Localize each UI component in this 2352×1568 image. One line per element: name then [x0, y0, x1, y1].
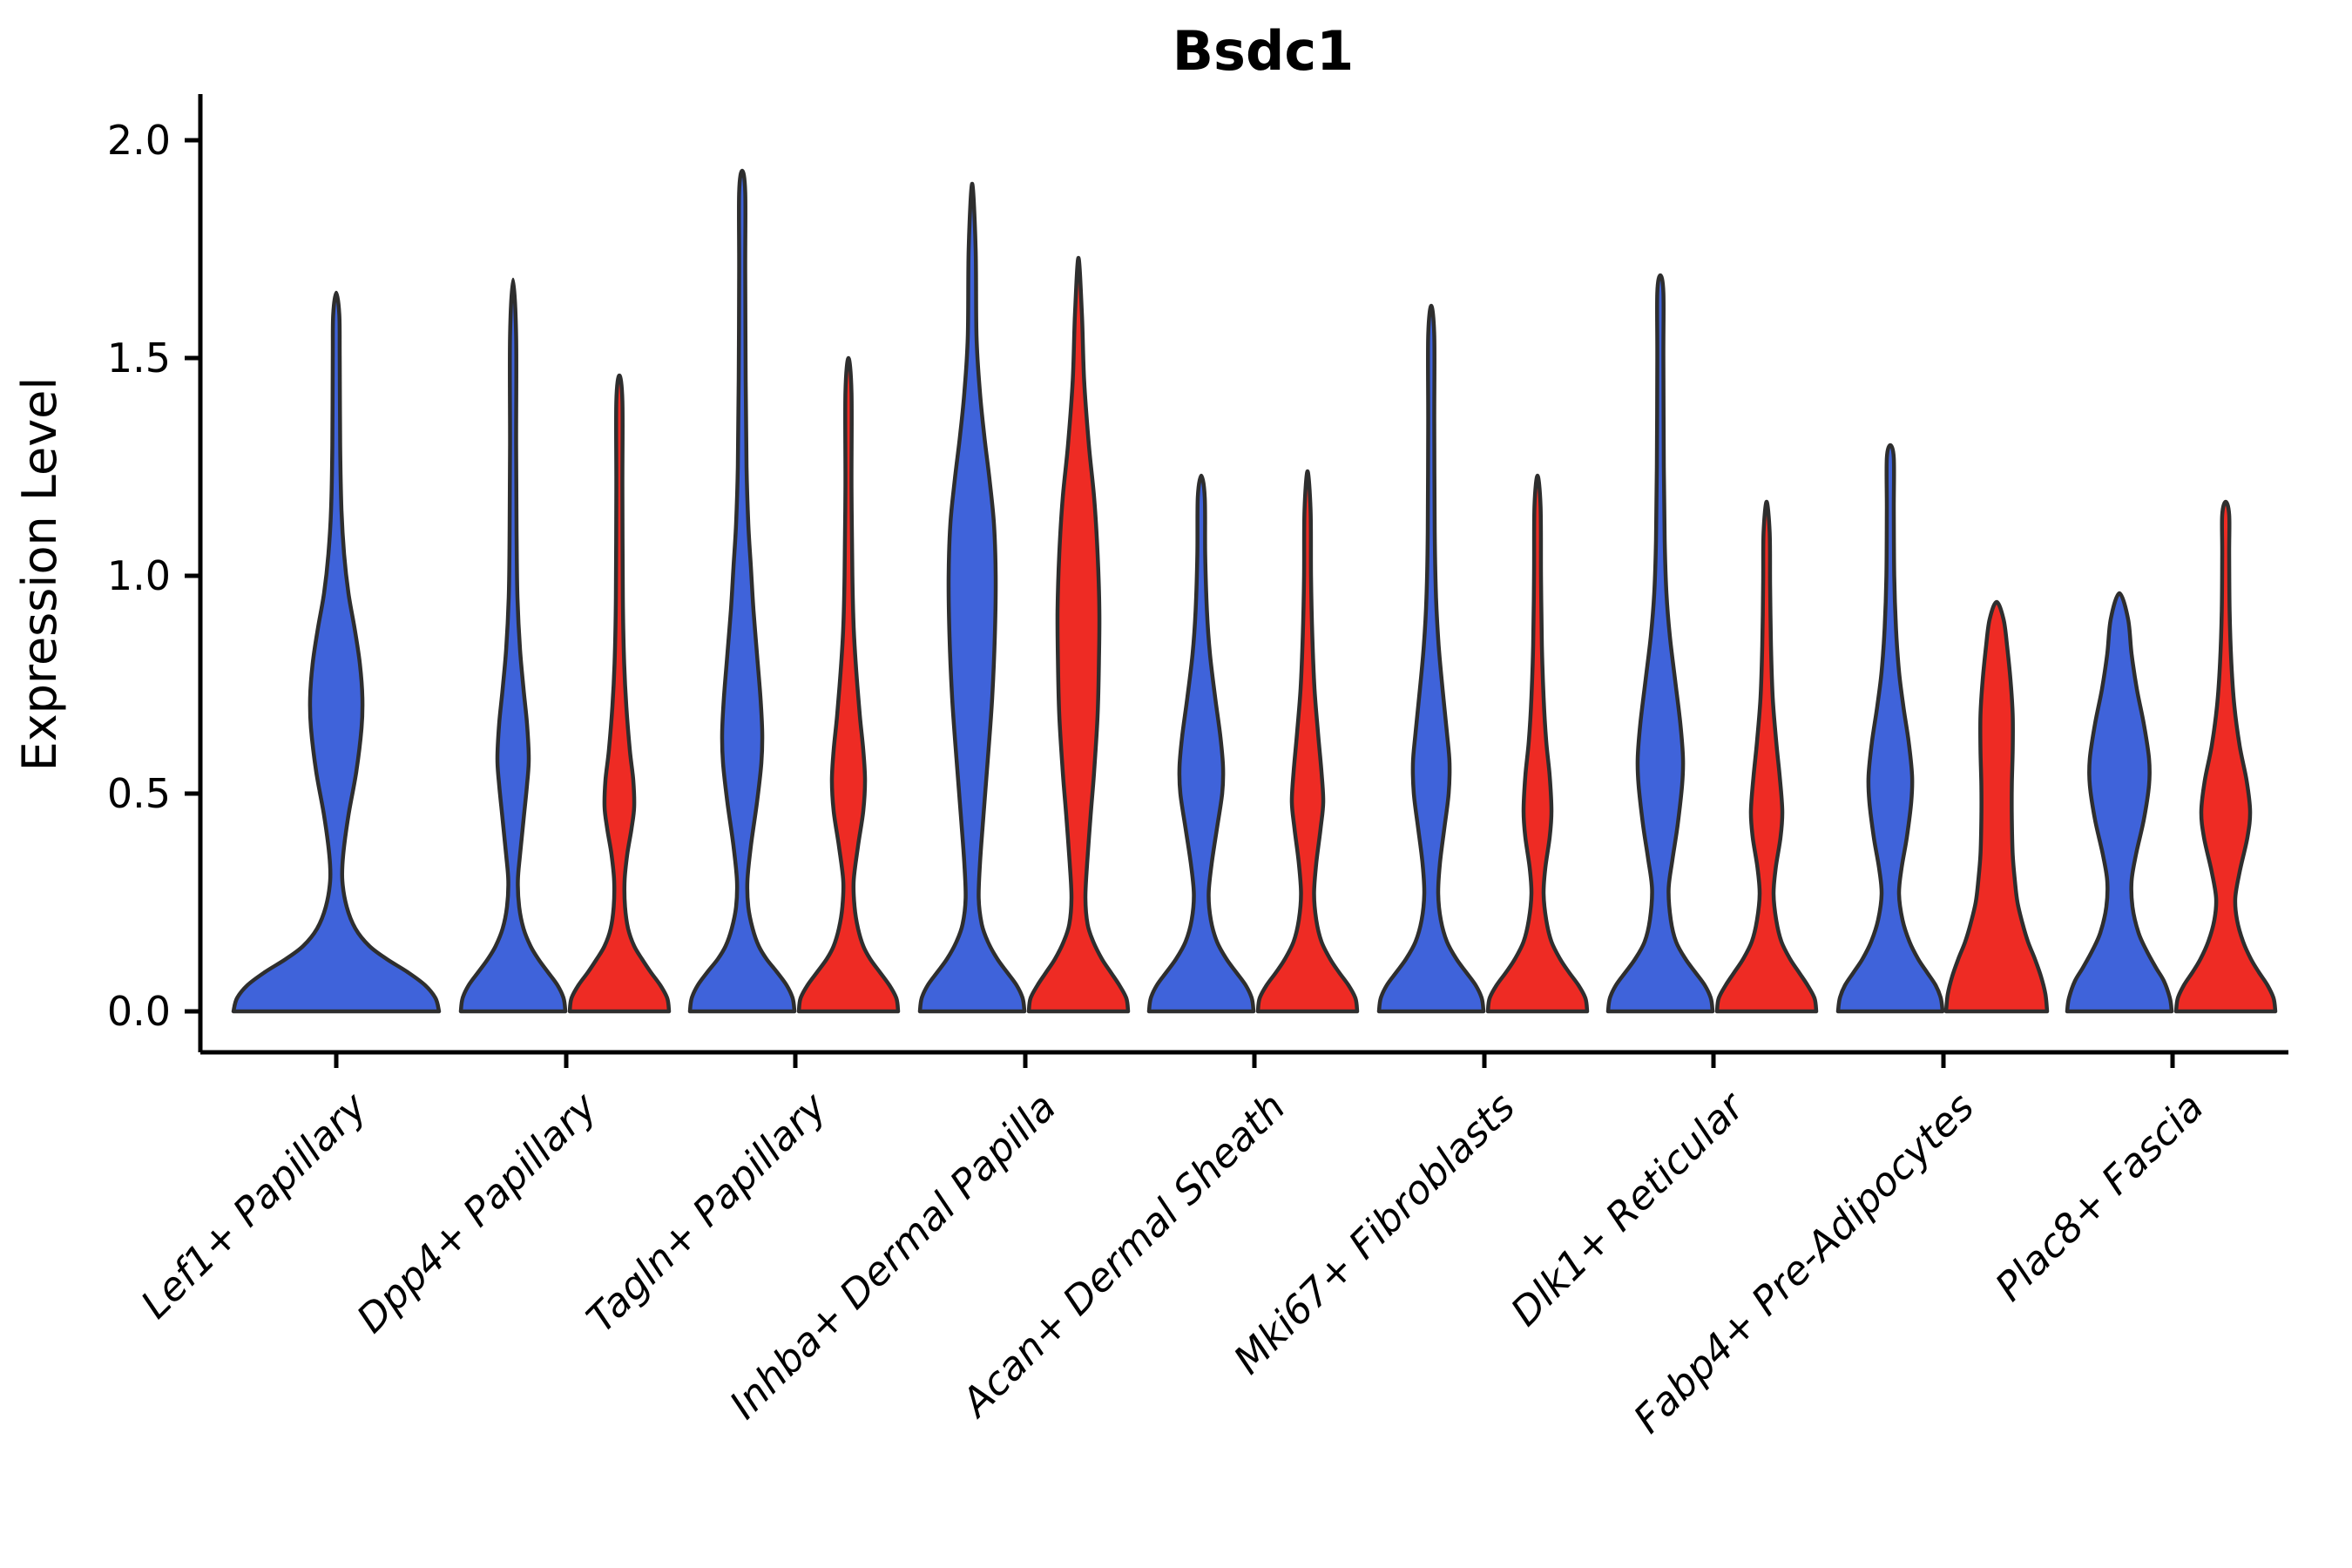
y-tick-label: 0.0 — [106, 988, 171, 1035]
violin-dlk1-reticular-red — [1714, 499, 1819, 1014]
violin-fabp4-pre-adipocytes-blue — [1835, 443, 1945, 1014]
y-tick-label: 2.0 — [106, 117, 171, 164]
violin-dpp4-papillary-red — [567, 373, 672, 1014]
violin-plac8-fascia-red — [2173, 499, 2278, 1014]
violin-acan-dermal-sheath-red — [1255, 469, 1360, 1014]
violin-tagln-papillary-red — [796, 355, 901, 1014]
violin-fabp4-pre-adipocytes-red — [1943, 599, 2050, 1014]
violin-tagln-papillary-blue — [687, 168, 797, 1014]
violin-inhba-dermal-papilla-red — [1026, 255, 1131, 1014]
violin-mki67-fibroblasts-blue — [1376, 303, 1486, 1014]
violin-acan-dermal-sheath-blue — [1146, 473, 1256, 1014]
plot-title: Bsdc1 — [1172, 19, 1355, 83]
violin-dpp4-papillary-blue — [458, 277, 568, 1014]
y-tick-label: 1.5 — [106, 335, 171, 382]
y-tick-label: 1.0 — [106, 552, 171, 599]
violin-plac8-fascia-blue — [2065, 591, 2174, 1014]
y-tick-label: 0.5 — [106, 770, 171, 817]
violin-dlk1-reticular-blue — [1605, 273, 1715, 1014]
violin-lef1-papillary-blue — [231, 290, 442, 1014]
violin-mki67-fibroblasts-red — [1485, 473, 1590, 1014]
violin-inhba-dermal-papilla-blue — [917, 181, 1027, 1014]
